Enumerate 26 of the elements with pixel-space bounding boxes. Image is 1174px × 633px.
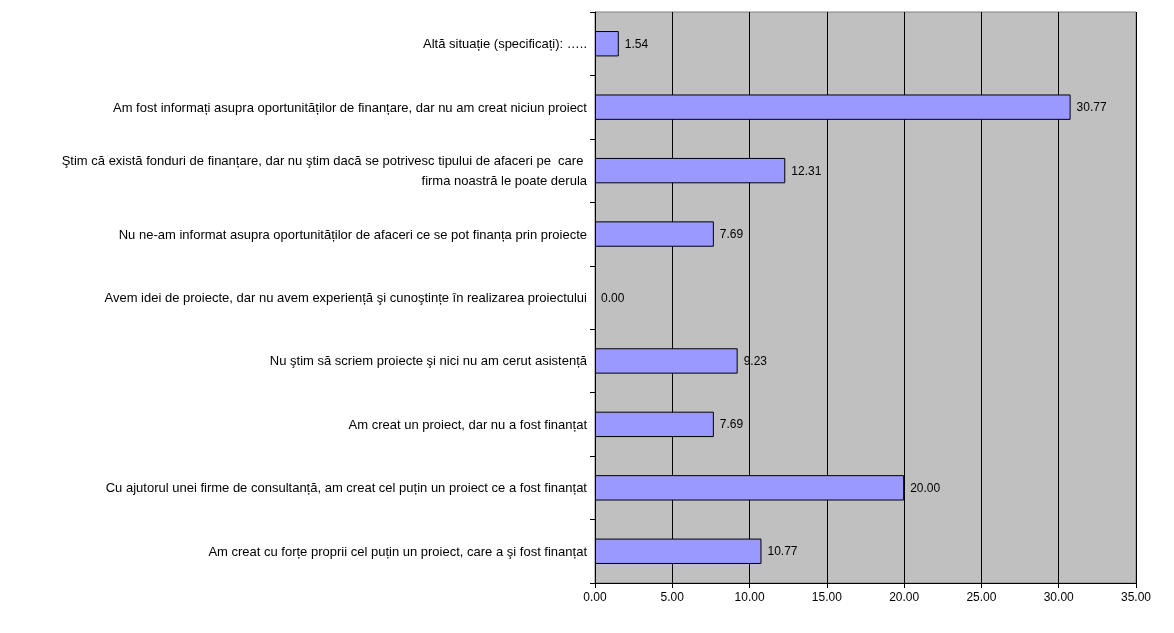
- y-tick-label: Cu ajutorul unei firme de consultanță, am creat cel puțin un proiect ce a fost finanțat: [105, 480, 588, 496]
- y-tick-label: Altă situație (specificați): …..: [423, 36, 587, 52]
- x-tick-label: 5.00: [660, 590, 685, 604]
- x-tick-label: 0.00: [583, 590, 607, 604]
- y-tick-label: Nu ştim să scriem proiecte şi nici nu am cerut asistență: [269, 353, 588, 369]
- data-label: 1.54: [624, 36, 649, 51]
- y-tick-label: Avem idei de proiecte, dar nu avem experiență şi cunoştințe în realizarea proiectului: [104, 290, 588, 305]
- x-tick-label: 15.00: [811, 590, 843, 604]
- data-label: 30.77: [1076, 100, 1107, 115]
- data-label: 20.00: [910, 480, 941, 495]
- x-tick-label: 10.00: [734, 590, 765, 604]
- data-label: 10.77: [767, 544, 798, 559]
- data-label: 0.00: [601, 290, 625, 305]
- y-tick-label: Am fost informați asupra oportunităților de finanțare, dar nu am creat niciun proiect: [112, 99, 588, 115]
- bar: [595, 31, 619, 57]
- y-tick-label: Am creat un proiect, dar nu a fost finanțat: [348, 416, 588, 432]
- data-label: 7.69: [719, 227, 744, 242]
- y-tick-label: Ştim că există fonduri de finanțare, dar nu ştim dacă se potrivesc tipului de afaceri pe care firma noastră le poate derula: [61, 153, 588, 189]
- data-label: 7.69: [719, 417, 744, 432]
- x-tick-label: 30.00: [1043, 590, 1075, 604]
- data-label: 12.31: [791, 163, 822, 178]
- y-tick-label: Nu ne-am informat asupra oportunităților de afaceri ce se pot finanța prin proiecte: [118, 226, 587, 242]
- y-tick-label: Am creat cu forțe proprii cel puțin un proiect, care a şi fost finanțat: [208, 543, 588, 559]
- x-tick-label: 25.00: [966, 590, 997, 604]
- x-tick-label: 20.00: [889, 590, 920, 604]
- x-tick-label: 35.00: [1120, 590, 1152, 604]
